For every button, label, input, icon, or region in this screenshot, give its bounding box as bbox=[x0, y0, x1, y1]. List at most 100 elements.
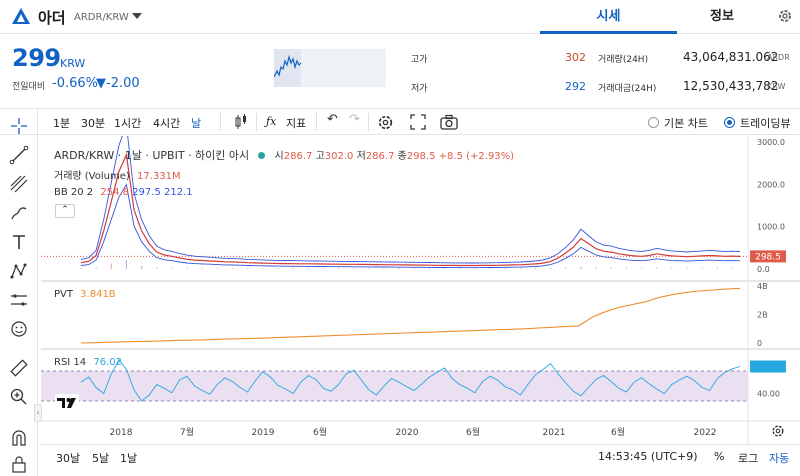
volume-bar bbox=[231, 268, 233, 269]
range-5d[interactable]: 5날 bbox=[92, 452, 110, 465]
mini-price-chart bbox=[274, 49, 386, 87]
chevron-down-icon[interactable] bbox=[131, 12, 143, 20]
toolbar-divider bbox=[256, 113, 257, 131]
log-toggle[interactable]: 로그 bbox=[738, 452, 759, 465]
high-value: 302 bbox=[565, 51, 586, 64]
auto-toggle[interactable]: 자동 bbox=[769, 452, 790, 465]
pattern-tool-icon[interactable] bbox=[9, 261, 29, 281]
rail-collapse-toggle[interactable]: ‹ bbox=[34, 404, 42, 422]
volume-bar bbox=[216, 268, 218, 269]
volume-bar bbox=[686, 268, 688, 269]
volume-bar bbox=[656, 267, 658, 269]
price-axis-tick: 2000.0 bbox=[757, 180, 785, 189]
zoom-in-icon[interactable] bbox=[9, 387, 29, 407]
high-label: 고가 bbox=[411, 55, 428, 65]
chart-canvas[interactable]: 3000.0 2000.0 1000.0 0.0 2018 7월 2019 6월 2020 6월 2… bbox=[41, 136, 800, 444]
pvt-axis-tick: 2B bbox=[757, 311, 768, 320]
interval-day[interactable]: 날 bbox=[191, 117, 202, 130]
change-rate: -0.66% bbox=[52, 76, 98, 91]
pvt-label: PVT bbox=[54, 289, 73, 300]
toolbar-divider bbox=[316, 113, 317, 131]
interval-30m[interactable]: 30분 bbox=[81, 117, 106, 130]
percent-toggle[interactable]: % bbox=[714, 450, 725, 463]
bb-upper: 297.5 bbox=[132, 187, 161, 198]
bb-lower: 212.1 bbox=[164, 187, 193, 198]
emoji-icon[interactable] bbox=[9, 319, 29, 339]
volume-bar bbox=[277, 268, 279, 269]
time-axis-tick: 2018 bbox=[110, 428, 133, 438]
change-label: 전일대비 bbox=[12, 82, 46, 92]
range-1d[interactable]: 1날 bbox=[120, 452, 138, 465]
trend-line-icon[interactable] bbox=[9, 145, 29, 165]
brush-icon[interactable] bbox=[9, 203, 29, 223]
volume-legend[interactable]: 거래량 (Volume) 17.331M bbox=[54, 167, 181, 182]
indicators-button[interactable]: 지표 bbox=[286, 117, 307, 130]
pvt-legend[interactable]: PVT 3.841B bbox=[54, 289, 116, 300]
fullscreen-icon[interactable] bbox=[410, 114, 426, 130]
time-axis-tick: 6월 bbox=[313, 426, 327, 438]
pvt-axis-tick: 0 bbox=[757, 339, 762, 348]
coin-name[interactable]: 아더 bbox=[38, 9, 66, 27]
volume-bar bbox=[307, 268, 309, 269]
basic-chart-label[interactable]: 기본 차트 bbox=[664, 117, 708, 130]
redo-icon[interactable]: ↷ bbox=[349, 112, 360, 127]
gear-icon[interactable] bbox=[777, 8, 793, 24]
h-label: 고 bbox=[315, 151, 325, 162]
bb-lower-band bbox=[80, 183, 741, 269]
range-30d[interactable]: 30날 bbox=[56, 452, 81, 465]
volume-bar bbox=[368, 268, 370, 269]
pvt-series-line bbox=[80, 287, 741, 344]
interval-1h[interactable]: 1시간 bbox=[114, 117, 142, 130]
amount-value: 12,530,433,782 bbox=[683, 79, 779, 93]
undo-icon[interactable]: ↶ bbox=[327, 112, 338, 127]
last-price-label: 298.5 bbox=[755, 252, 781, 262]
measure-tool-icon[interactable] bbox=[9, 290, 29, 310]
chart-settings-gear-icon[interactable] bbox=[771, 424, 785, 438]
symbol-legend[interactable]: ARDR/KRW · 1날 · UPBIT · 하이킨 아시 bbox=[54, 149, 250, 162]
volume-bar bbox=[80, 268, 82, 269]
settings-gear-icon[interactable] bbox=[377, 114, 394, 131]
tab-info[interactable]: 정보 bbox=[710, 9, 734, 24]
bb-legend[interactable]: BB 20 2 254.8 297.5 212.1 bbox=[54, 187, 193, 198]
interval-4h[interactable]: 4시간 bbox=[153, 117, 181, 130]
tradingview-radio[interactable] bbox=[724, 117, 735, 128]
function-icon[interactable]: ƒx bbox=[266, 115, 277, 128]
tradingview-logo-icon[interactable] bbox=[55, 394, 79, 412]
tradingview-label[interactable]: 트레이딩뷰 bbox=[740, 117, 791, 130]
basic-chart-radio[interactable] bbox=[648, 117, 659, 128]
tab-price[interactable]: 시세 bbox=[540, 0, 677, 34]
time-axis-tick: 7월 bbox=[180, 426, 194, 438]
upbit-logo-icon[interactable] bbox=[11, 7, 31, 25]
price-axis-tick: 0.0 bbox=[757, 265, 770, 274]
lock-icon[interactable] bbox=[9, 454, 29, 474]
clock-time[interactable]: 14:53:45 (UTC+9) bbox=[598, 450, 698, 463]
volume-value: 43,064,831.062 bbox=[683, 50, 779, 64]
magnet-icon[interactable] bbox=[9, 428, 29, 448]
crosshair-icon[interactable] bbox=[9, 116, 29, 136]
legend-collapse-button[interactable]: ⌃ bbox=[55, 204, 75, 218]
price-axis-tick: 1000.0 bbox=[757, 223, 785, 232]
volume-bar bbox=[444, 268, 446, 269]
volume-bar bbox=[338, 268, 340, 269]
volume-bar bbox=[459, 268, 461, 269]
rsi-label: RSI 14 bbox=[54, 357, 87, 368]
fib-tool-icon[interactable] bbox=[9, 174, 29, 194]
price-unit: KRW bbox=[60, 57, 86, 70]
text-tool-icon[interactable] bbox=[9, 232, 29, 252]
change-value: +8.5 (+2.93%) bbox=[438, 151, 515, 162]
volume-legend-label: 거래량 (Volume) bbox=[54, 171, 130, 182]
header bbox=[0, 0, 800, 34]
volume-bar bbox=[398, 268, 400, 269]
volume-bar bbox=[701, 267, 703, 269]
change-amount: ▼-2.00 bbox=[96, 76, 140, 91]
rsi-legend[interactable]: RSI 14 76.02 bbox=[54, 357, 122, 368]
market-status-dot bbox=[258, 152, 266, 159]
candlestick-icon[interactable] bbox=[233, 114, 249, 130]
volume-bar bbox=[95, 267, 97, 269]
volume-bar bbox=[610, 267, 612, 269]
ruler-icon[interactable] bbox=[9, 358, 29, 378]
volume-bar bbox=[353, 268, 355, 269]
camera-icon[interactable] bbox=[440, 114, 458, 130]
volume-bar bbox=[625, 267, 627, 269]
interval-1m[interactable]: 1분 bbox=[53, 117, 71, 130]
